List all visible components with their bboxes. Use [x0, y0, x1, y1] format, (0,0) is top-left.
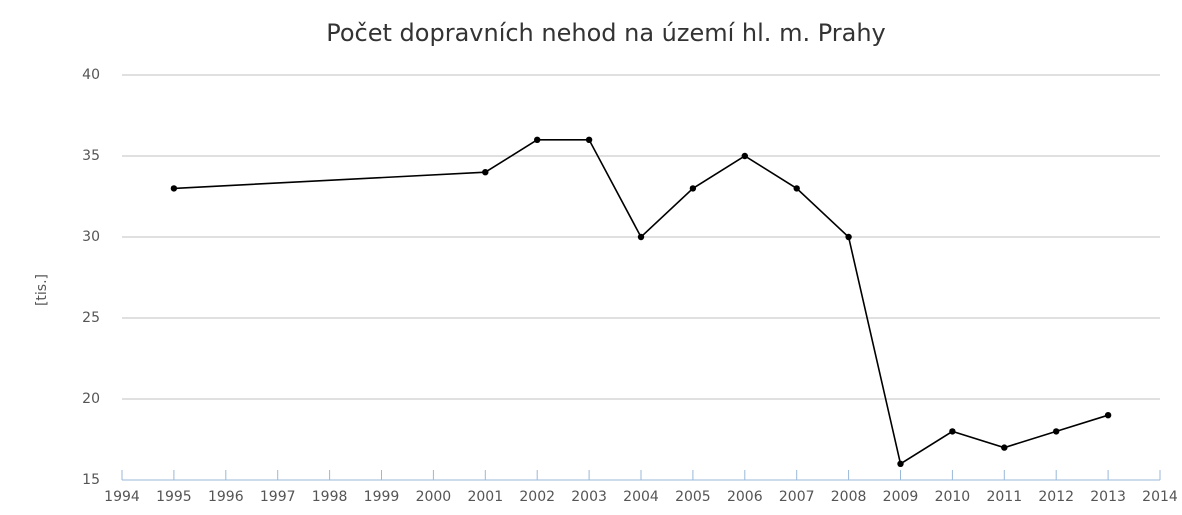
x-tick-label: 1999 [364, 489, 400, 505]
x-tick-label: 2008 [831, 489, 867, 505]
x-tick-label: 2002 [519, 489, 555, 505]
data-point [1001, 444, 1008, 451]
data-point [170, 185, 178, 192]
data-point [1104, 412, 1112, 419]
x-tick-label: 1994 [104, 489, 140, 505]
x-tick-label: 1998 [312, 489, 348, 505]
x-tick-label: 2011 [986, 489, 1022, 505]
x-tick-label: 2004 [623, 489, 659, 505]
data-point [482, 169, 489, 176]
y-tick-label: 30 [82, 229, 100, 245]
data-point [1053, 428, 1060, 435]
y-tick-label: 25 [82, 310, 100, 326]
data-point [793, 185, 800, 192]
y-tick-label: 15 [82, 472, 100, 488]
y-tick-label: 20 [82, 391, 100, 407]
x-tick-label: 2010 [935, 489, 971, 505]
x-tick-label: 2014 [1142, 489, 1178, 505]
x-tick-label: 2000 [416, 489, 452, 505]
x-tick-label: 2007 [779, 489, 815, 505]
x-tick-label: 1995 [156, 489, 192, 505]
x-tick-label: 2009 [883, 489, 919, 505]
x-tick-label: 2003 [571, 489, 607, 505]
data-point [897, 460, 904, 467]
y-tick-label: 40 [82, 67, 100, 83]
y-tick-label: 35 [82, 148, 100, 164]
x-tick-label: 2001 [467, 489, 503, 505]
x-tick-label: 2005 [675, 489, 711, 505]
data-point [637, 233, 645, 241]
data-point [845, 233, 852, 241]
data-point [689, 185, 697, 192]
data-point [534, 136, 541, 143]
y-axis-label: [tis.] [34, 274, 50, 306]
x-tick-label: 2006 [727, 489, 763, 505]
chart-title: Počet dopravních nehod na území hl. m. P… [326, 19, 886, 47]
x-tick-label: 1996 [208, 489, 244, 505]
x-tick-label: 2013 [1090, 489, 1126, 505]
data-point [741, 152, 748, 160]
data-point [585, 136, 593, 143]
x-tick-label: 2012 [1038, 489, 1074, 505]
data-point [949, 428, 956, 435]
x-tick-label: 1997 [260, 489, 296, 505]
line-series [173, 139, 1109, 466]
